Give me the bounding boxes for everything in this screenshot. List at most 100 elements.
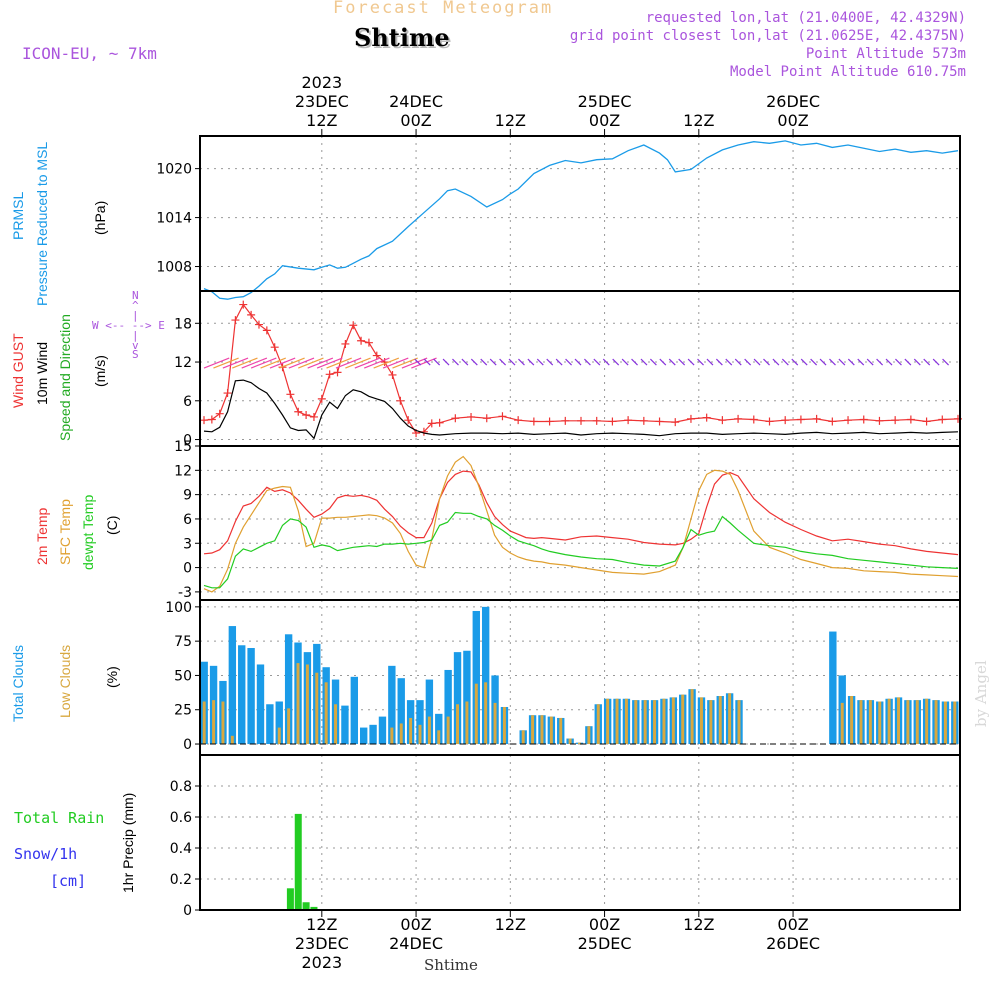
wind-direction-arrow [354,357,381,369]
gust-marker [482,414,491,423]
total-clouds-label: Total Clouds [10,644,26,722]
total-cloud-bar [435,713,443,745]
low-cloud-bar [315,672,319,745]
total-cloud-bar [453,652,462,745]
gust-marker [325,370,334,379]
top-time-label: 12Z [495,111,526,130]
low-cloud-bar [906,700,910,745]
wind-direction-arrow [810,358,818,366]
wind-direction-arrow [829,358,836,366]
panel-frame [199,754,961,911]
wind-direction-arrow [942,358,949,366]
panel-frame [199,290,961,447]
y-tick-label: 3 [183,536,192,552]
gust-marker [451,414,460,423]
gust-marker [624,416,633,425]
wind-direction-arrow [687,358,695,366]
low-cloud-bar [221,701,225,745]
top-time-label: 12Z [683,111,714,130]
total-cloud-bar [416,700,424,745]
low-cloud-bar [690,689,694,745]
gust-marker [309,412,318,421]
pressure-msl-label: Pressure Reduced to MSL [34,141,50,306]
prmsl-label: PRMSL [10,191,26,240]
bottom-time-label: 00Z [777,915,808,934]
gust-marker [875,416,884,425]
gust-marker [388,370,397,379]
wind-direction-arrow [904,358,912,366]
gust-marker [262,326,271,335]
gust-marker [828,417,837,426]
wind-direction-arrow [316,357,343,369]
wind-direction-arrow [213,357,239,369]
y-tick-label: 0.4 [170,841,192,857]
y-tick-label: 12 [174,355,192,371]
gust-marker [498,412,507,421]
snow-label: Snow/1h [14,845,78,863]
wind-direction-arrow [232,357,258,369]
wind-direction-arrow [279,357,305,369]
low-cloud-bar [728,693,732,745]
bottom-time-label: 00Z [400,915,431,934]
bottom-time-label: 25DEC [578,934,632,953]
grid-lines [200,136,960,911]
wind-direction-arrow [250,357,277,369]
low-cloud-bar [868,700,872,745]
wind-direction-arrow [222,357,249,369]
y-tick-label: 1008 [156,260,192,276]
wind-direction-arrow [631,358,638,366]
wind-direction-arrow [885,358,893,366]
gust-marker [467,412,476,421]
y-tick-label: 6 [183,394,192,410]
wind-direction-arrow [574,358,582,366]
gust-marker [294,407,303,416]
gust-marker [239,300,248,309]
bottom-time-label: 2023 [301,953,342,972]
wind-direction-arrow [269,357,296,369]
total-cloud-bar [388,665,396,745]
gust-marker [396,396,405,405]
gust-marker [639,416,648,425]
wind-direction-arrow [772,358,780,366]
wind-direction-arrow [876,358,884,366]
gust-marker [655,417,664,426]
wind-direction-arrow [715,358,723,366]
low-cloud-bar [549,716,553,745]
gust-marker [333,368,342,377]
y-tick-label: 0 [183,433,192,449]
wind-direction-arrow [470,358,478,366]
y-tick-label: 0 [183,737,192,753]
low-cloud-bar [681,694,685,745]
y-tick-label: 0.2 [170,872,192,888]
low-cloud-bar [474,683,478,745]
low-cloud-bar [606,698,610,745]
low-cloud-bar [399,723,403,745]
wind-direction-arrow [555,358,563,366]
low-cloud-bar [493,702,497,745]
dewpt-line [203,511,959,589]
gust-marker [592,416,601,425]
gust-marker [215,409,224,418]
low-cloud-bar [437,730,441,745]
low-cloud-bar [878,701,882,745]
gust-marker [364,338,373,347]
wind-direction-arrow [866,358,874,366]
low-cloud-bar [925,698,929,745]
low-cloud-bar [465,701,469,745]
y-tick-label: 25 [174,703,192,719]
gust-marker [702,413,711,422]
y-tick-label: 18 [174,316,192,332]
gust-marker [254,320,263,329]
percent-unit-label: (%) [104,666,120,688]
gust-marker [341,339,350,348]
gust-marker [671,418,680,427]
y-tick-label: 9 [183,488,192,504]
gridpoint-coords: grid point closest lon,lat (21.0625E, 42… [569,28,966,44]
low-cloud-bar [484,682,488,745]
wind-direction-arrow [913,358,921,366]
gust-marker [529,417,538,426]
wind-direction-arrow [382,357,409,369]
requested-coords: requested lon,lat (21.0400E, 42.4329N) [645,10,966,26]
low-cloud-bar [559,717,563,745]
